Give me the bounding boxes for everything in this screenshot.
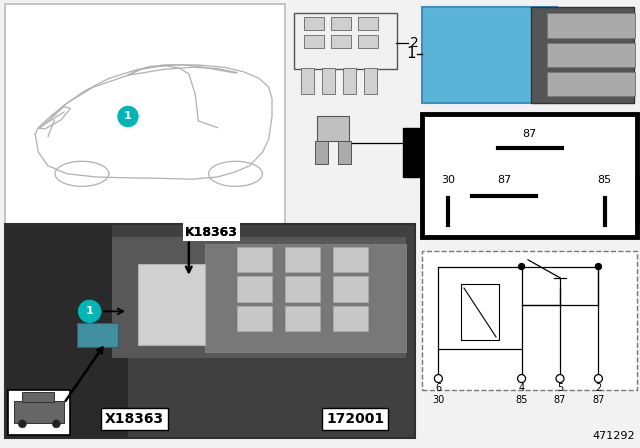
Bar — [338, 141, 351, 164]
Bar — [422, 114, 637, 237]
Bar — [547, 43, 635, 67]
Bar — [317, 116, 349, 141]
Circle shape — [556, 375, 564, 383]
Bar — [322, 68, 335, 94]
Bar — [5, 4, 285, 224]
Bar — [461, 284, 499, 340]
Bar — [6, 323, 128, 438]
Bar — [6, 225, 112, 323]
Text: K18363: K18363 — [185, 225, 237, 239]
Bar — [138, 264, 205, 345]
Bar — [205, 244, 406, 352]
Text: 1: 1 — [406, 46, 416, 61]
Bar — [358, 17, 378, 30]
Circle shape — [118, 107, 138, 126]
Bar — [422, 7, 557, 103]
Text: 2: 2 — [595, 383, 602, 392]
Bar — [8, 390, 70, 435]
Bar — [237, 306, 272, 331]
Text: 172001: 172001 — [326, 412, 384, 426]
Bar — [547, 72, 635, 96]
Text: 5: 5 — [557, 383, 563, 392]
Bar — [285, 306, 320, 331]
Text: 87: 87 — [522, 129, 537, 139]
Text: 30: 30 — [441, 175, 455, 185]
Bar — [22, 392, 54, 402]
Circle shape — [79, 300, 100, 323]
Bar — [112, 237, 406, 358]
Text: 2: 2 — [410, 35, 419, 50]
Bar — [301, 68, 314, 94]
Bar — [358, 35, 378, 48]
Bar — [422, 251, 637, 390]
Bar — [315, 141, 328, 164]
Text: 471292: 471292 — [592, 431, 635, 441]
Bar — [637, 175, 640, 224]
Text: 87: 87 — [497, 175, 511, 185]
Bar — [531, 7, 634, 103]
Text: 4: 4 — [518, 383, 525, 392]
Bar — [333, 276, 368, 302]
Bar — [77, 323, 118, 347]
Circle shape — [518, 263, 525, 270]
Bar — [285, 247, 320, 272]
Bar — [14, 401, 64, 423]
Text: K18363: K18363 — [185, 225, 237, 239]
Bar — [237, 276, 272, 302]
Text: 6: 6 — [435, 383, 442, 392]
Text: 3: 3 — [410, 136, 419, 151]
Circle shape — [595, 263, 602, 270]
Bar — [331, 35, 351, 48]
Circle shape — [19, 420, 26, 428]
Bar — [343, 68, 356, 94]
Bar — [331, 17, 351, 30]
Text: 1: 1 — [124, 112, 132, 121]
Bar — [403, 128, 422, 177]
Bar — [547, 13, 635, 38]
Text: 85: 85 — [515, 395, 528, 405]
Text: 87: 87 — [592, 395, 605, 405]
Bar — [5, 224, 415, 438]
Bar — [364, 68, 377, 94]
Bar — [333, 306, 368, 331]
Text: 85: 85 — [598, 175, 612, 185]
Text: 1: 1 — [86, 306, 93, 316]
Bar — [285, 276, 320, 302]
Text: 30: 30 — [432, 395, 445, 405]
Bar — [304, 35, 324, 48]
Text: 87: 87 — [554, 395, 566, 405]
Circle shape — [435, 375, 442, 383]
Bar — [304, 17, 324, 30]
Circle shape — [52, 420, 60, 428]
Bar — [237, 247, 272, 272]
Circle shape — [595, 375, 602, 383]
Bar — [333, 247, 368, 272]
Bar — [294, 13, 397, 69]
Text: X18363: X18363 — [105, 412, 164, 426]
Circle shape — [518, 375, 525, 383]
